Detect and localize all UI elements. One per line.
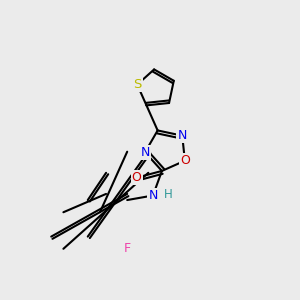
Text: N: N	[148, 189, 158, 202]
Text: H: H	[164, 188, 172, 200]
Text: N: N	[178, 129, 187, 142]
Text: F: F	[124, 242, 131, 255]
Text: O: O	[132, 171, 142, 184]
Text: O: O	[180, 154, 190, 167]
Text: S: S	[133, 78, 141, 91]
Text: N: N	[140, 146, 150, 159]
